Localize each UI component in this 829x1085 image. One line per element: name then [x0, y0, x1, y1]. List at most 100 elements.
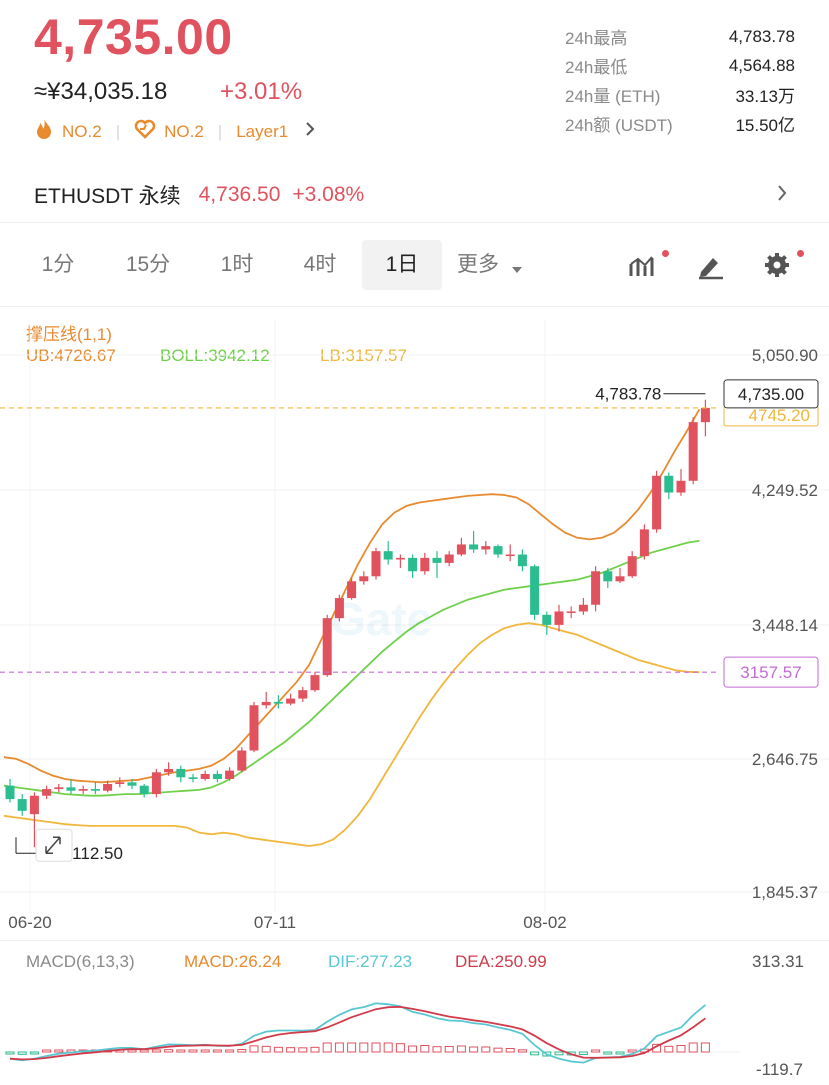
candle-body	[66, 787, 76, 791]
macd-bar	[517, 1049, 527, 1053]
macd-bar	[249, 1045, 259, 1053]
perpetual-link[interactable]: ETHUSDT 永续 4,736.50 +3.08%	[34, 180, 364, 210]
high-marker-label: 4,783.78	[595, 385, 661, 404]
macd-bar	[322, 1042, 332, 1053]
tab-4h[interactable]: 4时	[303, 253, 337, 276]
caret-down-icon	[511, 261, 523, 279]
macd-bar	[700, 1042, 710, 1053]
candle-body	[676, 480, 686, 493]
macd-bar	[347, 1042, 357, 1053]
candle-body	[554, 611, 564, 625]
last-price-hidden-label: 4745.20	[749, 406, 810, 425]
macd-bar	[261, 1045, 271, 1053]
timeframe-tabs: 1分 15分 1时 4时 1日 更多	[0, 240, 829, 292]
watermark: Gate	[330, 593, 432, 645]
candle-body	[115, 782, 125, 785]
candle-body	[371, 551, 381, 577]
chevron-right-icon[interactable]	[776, 184, 788, 207]
last-price: 4,735.00	[34, 9, 233, 65]
date-axis-label: 07-11	[254, 913, 296, 932]
tab-1h[interactable]: 1时	[220, 253, 254, 276]
candle-body	[78, 789, 88, 791]
stat-label: 24h量 (ETH)	[565, 87, 661, 106]
candlestick-chart[interactable]: Gate 4745.20 4,735.00 3157.57 4,783.78 2,112…	[0, 300, 829, 940]
candle-body	[5, 785, 15, 800]
stat-label: 24h最低	[565, 58, 628, 77]
stat-row: 24h最高 4,783.78	[565, 22, 795, 51]
macd-bar	[688, 1042, 698, 1053]
stats-panel: 24h最高 4,783.78 24h最低 4,564.88 24h量 (ETH) 33…	[565, 22, 795, 138]
price-axis-label: 5,050.90	[752, 346, 818, 365]
tab-more[interactable]: 更多	[457, 253, 499, 276]
perpetual-name: ETHUSDT 永续	[34, 185, 181, 208]
macd-bar	[273, 1046, 283, 1053]
divider	[0, 222, 829, 223]
price-axis-label: 3,448.14	[752, 616, 818, 635]
draw-icon[interactable]	[696, 250, 726, 280]
candle-body	[322, 618, 332, 676]
chart-grid	[0, 320, 829, 912]
lb-price-label: 3157.57	[740, 663, 801, 682]
candle-body	[505, 554, 515, 557]
candle-body	[90, 789, 100, 791]
candle-body	[103, 784, 113, 791]
stat-label: 24h最高	[565, 29, 628, 48]
candle-body	[237, 750, 247, 771]
candle-body	[493, 546, 503, 555]
tab-15m[interactable]: 15分	[125, 253, 171, 276]
candle-body	[212, 773, 222, 779]
tag-rank-hot: NO.2	[62, 121, 102, 141]
macd-bar	[383, 1042, 393, 1053]
candle-body	[408, 557, 418, 572]
settings-icon[interactable]	[762, 250, 792, 280]
macd-bar	[408, 1045, 418, 1053]
perpetual-change: +3.08%	[292, 183, 365, 206]
candle-body	[347, 581, 357, 599]
candle-body	[627, 556, 637, 577]
stat-value: 15.50亿	[735, 116, 795, 135]
candle-body	[432, 557, 442, 563]
stat-row: 24h最低 4,564.88	[565, 51, 795, 80]
stat-row: 24h量 (ETH) 33.13万	[565, 80, 795, 109]
candle-body	[469, 544, 479, 550]
candle-body	[359, 576, 369, 582]
macd-bar	[286, 1047, 296, 1053]
macd-bar	[188, 1049, 198, 1053]
candle-body	[530, 566, 540, 615]
candle-body	[456, 544, 466, 555]
dif-line	[9, 1002, 706, 1064]
macd-chart	[0, 1002, 740, 1064]
candle-body	[578, 604, 588, 612]
macd-bar	[200, 1049, 210, 1053]
boll-line	[3, 539, 700, 797]
tag-category: Layer1	[236, 121, 289, 141]
candle-body	[310, 675, 320, 691]
macd-bar	[469, 1046, 479, 1053]
lb-line	[3, 622, 700, 847]
tab-1m[interactable]: 1分	[41, 253, 75, 276]
macd-bar	[505, 1048, 515, 1053]
price-axis: 5,050.90 4,249.52 3,448.14 2,646.75 1,845.37…	[8, 346, 818, 932]
candle-body	[542, 614, 552, 625]
macd-bar	[5, 1051, 15, 1055]
macd-axis-bottom: -119.7	[756, 1060, 803, 1079]
cny-price: ≈¥34,035.18	[34, 78, 168, 105]
candle-body	[444, 554, 454, 563]
macd-bar	[42, 1049, 52, 1053]
macd-bar	[591, 1049, 601, 1053]
candle-body	[17, 799, 27, 811]
chart-markers: 4745.20 4,735.00 3157.57 4,783.78 2,112.50	[0, 379, 819, 863]
candle-body	[176, 768, 186, 778]
candle-body	[603, 571, 613, 582]
candle-body	[188, 777, 198, 779]
candle-body	[688, 422, 698, 481]
macd-bar	[54, 1049, 64, 1053]
notification-dot	[662, 250, 669, 257]
tag-row[interactable]: NO.2 | NO.2 | Layer1	[34, 118, 316, 145]
macd-bar	[481, 1046, 491, 1053]
indicator-icon[interactable]	[628, 250, 658, 280]
perpetual-price: 4,736.50	[198, 183, 281, 206]
stat-value: 33.13万	[735, 87, 795, 106]
tab-1d[interactable]: 1日	[362, 240, 442, 290]
candle-body	[383, 551, 393, 560]
